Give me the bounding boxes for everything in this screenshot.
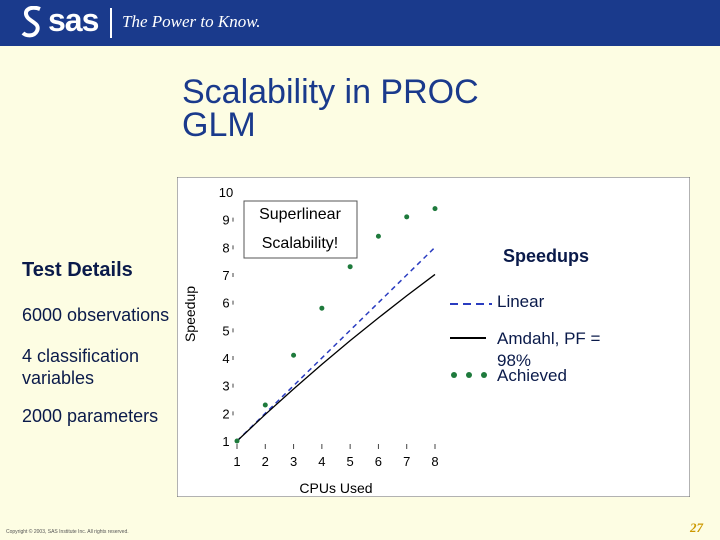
y-tick-label: 8 (222, 240, 229, 255)
data-point-achieved (234, 438, 240, 444)
data-point-achieved (432, 206, 438, 212)
annotation-line-2: Scalability! (262, 235, 338, 252)
y-tick-label: 1 (222, 434, 229, 449)
annotation-box (243, 200, 358, 259)
x-tick-label: 4 (318, 454, 325, 469)
x-axis-ticks: 1 2 3 4 5 6 7 8 (233, 444, 439, 469)
legend-label-amdahl-line-1: Amdahl, PF = (497, 329, 601, 348)
x-axis-label: CPUs Used (299, 480, 372, 496)
series-layer (234, 206, 438, 444)
legend-dot (481, 372, 487, 378)
legend-label-linear: Linear (497, 292, 545, 311)
data-point-achieved (375, 233, 381, 239)
legend-swatch-achieved (451, 372, 487, 378)
page-number: 27 (690, 520, 703, 535)
data-point-achieved (404, 214, 410, 220)
y-tick-label: 2 (222, 406, 229, 421)
y-tick-label: 10 (219, 185, 233, 200)
logo-divider (110, 8, 112, 38)
y-axis-ticks: 1 2 3 4 5 6 7 8 9 10 (219, 185, 234, 449)
annotation-line-1: Superlinear (259, 206, 342, 223)
detail-item-observations: 6000 observations (22, 305, 170, 325)
x-tick-label: 5 (347, 454, 354, 469)
y-tick-label: 5 (222, 323, 229, 338)
series-line-amdahl-pf-98 (236, 273, 436, 442)
data-point-achieved (319, 305, 325, 311)
legend-dot (451, 372, 457, 378)
data-point-achieved (262, 402, 268, 408)
details-heading: Test Details (22, 259, 133, 281)
y-tick-label: 6 (222, 296, 229, 311)
legend-dot (466, 372, 472, 378)
x-tick-label: 7 (403, 454, 410, 469)
data-point-achieved (291, 352, 297, 358)
slide-title: Scalability in PROC GLM (182, 73, 479, 144)
legend-label-achieved: Achieved (497, 366, 567, 385)
x-tick-label: 1 (233, 454, 240, 469)
x-tick-label: 3 (290, 454, 297, 469)
data-point-achieved (347, 264, 353, 270)
sas-logo-icon (21, 6, 41, 38)
header-bar: sas The Power to Know. (0, 0, 720, 46)
y-tick-label: 3 (222, 379, 229, 394)
tagline: The Power to Know. (122, 12, 261, 31)
x-tick-label: 8 (431, 454, 438, 469)
speedup-chart: 1 2 3 4 5 6 7 8 9 10 1 2 3 4 5 6 7 8 Speedup CPUs Used S… (177, 177, 690, 497)
footer-copyright: Copyright © 2003, SAS Institute Inc. All… (6, 529, 129, 535)
y-tick-label: 9 (222, 213, 229, 228)
series-line-linear (236, 246, 436, 442)
y-tick-label: 7 (222, 268, 229, 283)
detail-item-parameters: 2000 parameters (22, 406, 159, 426)
logo-text: sas (48, 2, 99, 38)
legend-title: Speedups (503, 246, 589, 266)
detail-item-variables: 4 classification variables (22, 346, 140, 388)
y-tick-label: 4 (222, 351, 229, 366)
x-tick-label: 6 (375, 454, 382, 469)
x-tick-label: 2 (262, 454, 269, 469)
legend-label-amdahl-line-2: 98% (497, 351, 531, 370)
y-axis-label: Speedup (182, 286, 198, 342)
